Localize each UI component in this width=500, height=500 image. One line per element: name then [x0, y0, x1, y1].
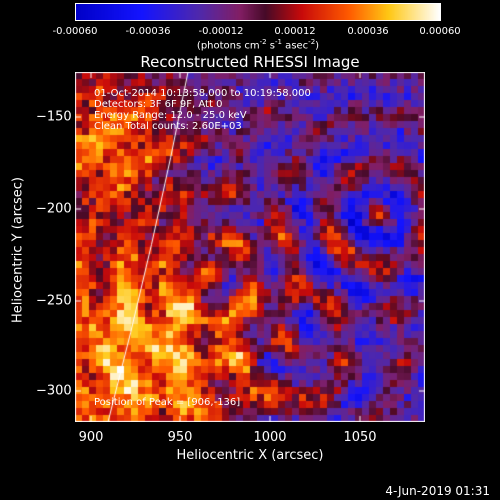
- annotation-peak: Position of Peak = [906,-136]: [94, 397, 241, 408]
- annotation-method: Clean Total counts: 2.60E+03: [94, 121, 242, 132]
- rhessi-image: [75, 72, 425, 422]
- x-tick-label: 1050: [343, 430, 377, 445]
- y-tick-label: −250: [36, 293, 72, 309]
- x-axis-label: Heliocentric X (arcsec): [176, 448, 324, 463]
- y-axis-label: Heliocentric Y (arcsec): [10, 177, 26, 323]
- image-title: Reconstructed RHESSI Image: [140, 53, 360, 71]
- footer-date: 4-Jun-2019 01:31: [385, 484, 490, 498]
- colorbar-tick: -0.00012: [198, 26, 244, 37]
- annotation-detectors: Detectors: 3F 6F 9F, Att 0: [94, 99, 223, 110]
- colorbar-tick: 0.00060: [419, 26, 461, 37]
- colorbar-tick: 0.00036: [347, 26, 389, 37]
- colorbar-units: (photons cm-2 s-1 asec-2): [196, 38, 320, 52]
- colorbar: [75, 3, 441, 21]
- annotation-time-range: 01-Oct-2014 10:13:58.000 to 10:19:58.000: [94, 88, 311, 99]
- colorbar-tick: -0.00060: [52, 26, 98, 37]
- x-tick-label: 900: [78, 430, 104, 445]
- x-tick-label: 1000: [253, 430, 287, 445]
- colorbar-tick: -0.00036: [125, 26, 171, 37]
- colorbar-tick: 0.00012: [274, 26, 316, 37]
- y-tick-label: −300: [36, 383, 72, 399]
- y-tick-label: −200: [36, 201, 72, 217]
- annotation-energy: Energy Range: 12.0 - 25.0 keV: [94, 110, 247, 121]
- x-tick-label: 950: [167, 430, 193, 445]
- y-tick-label: −150: [36, 109, 72, 125]
